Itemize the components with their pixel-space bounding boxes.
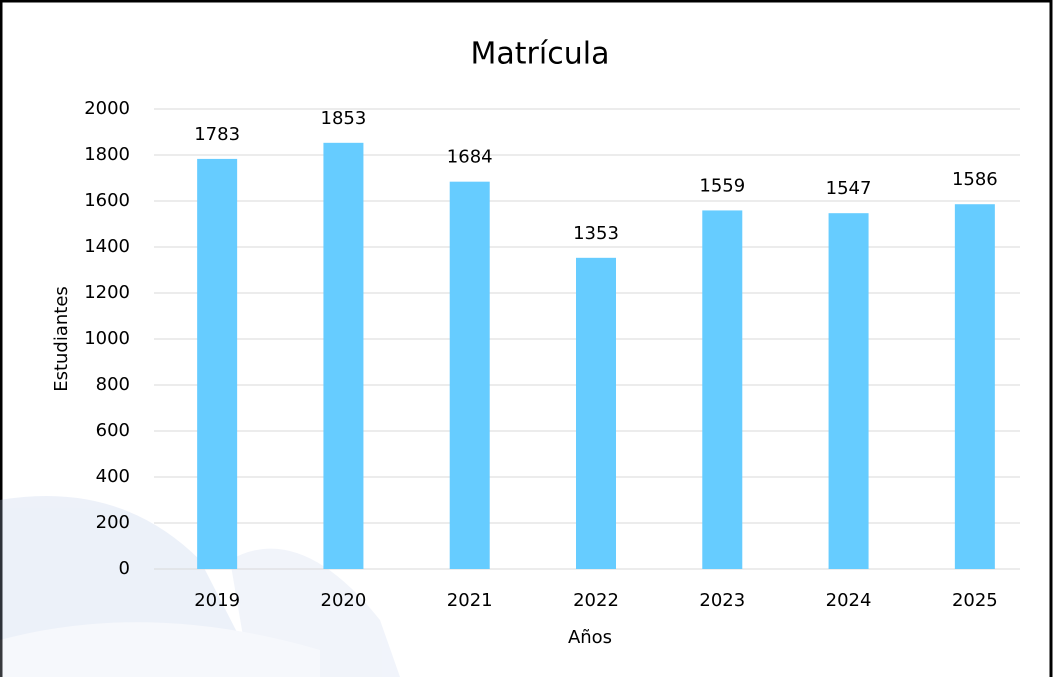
y-axis-label: Estudiantes (51, 286, 72, 392)
y-tick-label: 1400 (84, 236, 130, 257)
watermark (0, 496, 400, 677)
x-tick-label: 2023 (699, 590, 745, 611)
data-label: 1853 (321, 108, 367, 129)
y-tick-label: 1800 (84, 144, 130, 165)
x-tick-label: 2022 (573, 590, 619, 611)
bar (197, 158, 238, 569)
data-label: 1559 (699, 175, 745, 196)
bar (449, 181, 490, 569)
y-tick-label: 0 (119, 558, 130, 579)
bar (323, 142, 364, 569)
y-tick-label: 1600 (84, 190, 130, 211)
x-tick-label: 2024 (826, 590, 872, 611)
x-tick-label: 2025 (952, 590, 998, 611)
data-label: 1586 (952, 169, 998, 190)
bar (828, 213, 869, 569)
x-tick-label: 2021 (447, 590, 493, 611)
y-tick-label: 200 (96, 512, 130, 533)
data-label: 1547 (826, 178, 872, 199)
y-tick-label: 600 (96, 420, 130, 441)
data-label: 1783 (194, 124, 240, 145)
bar (954, 204, 995, 569)
data-label: 1684 (447, 147, 493, 168)
bar (702, 210, 743, 569)
x-tick-label: 2019 (194, 590, 240, 611)
x-axis-label: Años (568, 627, 612, 648)
x-tick-label: 2020 (321, 590, 367, 611)
bar (576, 257, 616, 569)
y-tick-label: 800 (96, 374, 130, 395)
data-label: 1353 (573, 223, 619, 244)
chart-title: Matrícula (471, 37, 610, 72)
y-tick-label: 400 (96, 466, 130, 487)
y-tick-label: 1200 (84, 282, 130, 303)
y-tick-label: 2000 (84, 98, 130, 119)
y-tick-label: 1000 (84, 328, 130, 349)
